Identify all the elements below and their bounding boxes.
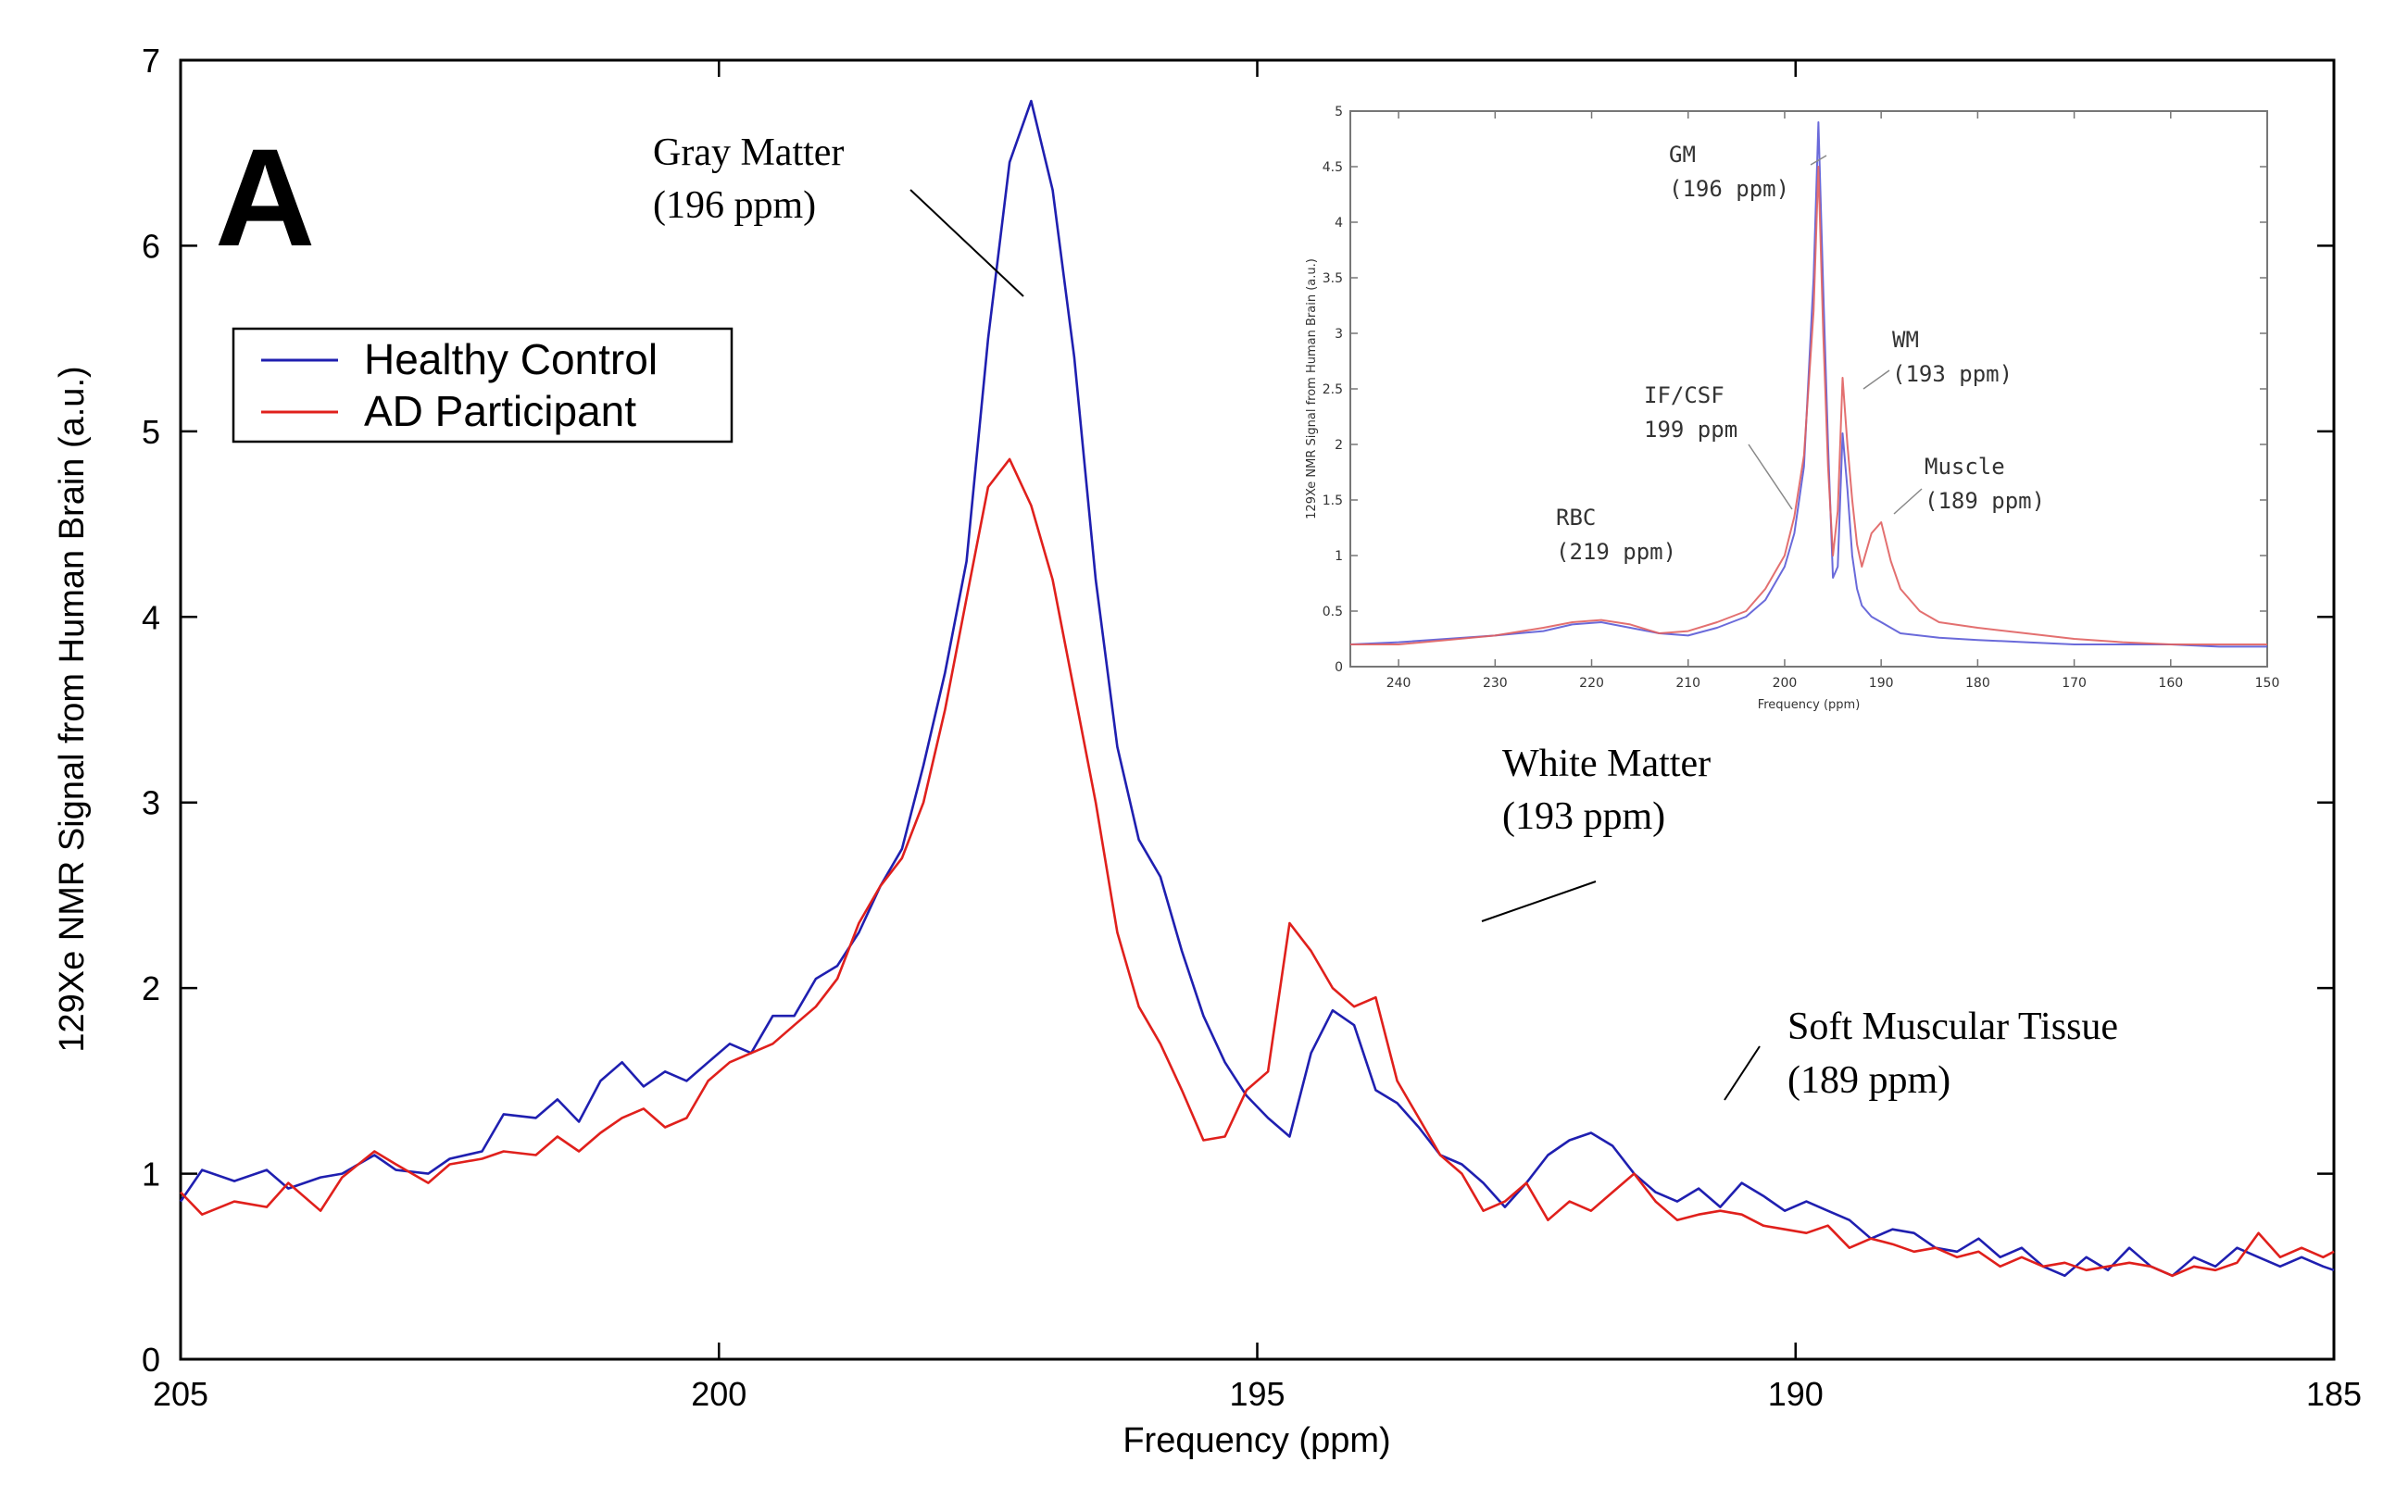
- inset-x-tick-label: 170: [2062, 676, 2087, 691]
- series-line-ad-participant: [180, 457, 2335, 1278]
- inset-y-axis-label: 129Xe NMR Signal from Human Brain (a.u.): [1305, 258, 1319, 519]
- y-tick-label: 0: [142, 1341, 160, 1379]
- x-tick-label: 195: [1229, 1375, 1285, 1413]
- inset-annotation-ifcsf-value: 199 ppm: [1644, 417, 1737, 443]
- x-tick-label: 190: [1768, 1375, 1824, 1413]
- inset-annotation-ifcsf-pointer: [1748, 444, 1793, 510]
- annotation-white-matter-label: White Matter: [1502, 743, 1711, 785]
- x-axis-label: Frequency (ppm): [1122, 1421, 1390, 1460]
- inset-chart: 0 0.5 1 1.5 2 2.5 3 3.5 4 4.5 5 240 230 220 210 200 190 1…: [1305, 105, 2279, 712]
- inset-series-line-ad-participant: [1350, 166, 2267, 645]
- inset-x-axis-label: Frequency (ppm): [1758, 698, 1861, 712]
- inset-annotation-muscle-label: Muscle: [1925, 454, 2005, 480]
- panel-label: A: [215, 119, 315, 275]
- x-tick-label: 200: [691, 1375, 746, 1413]
- inset-y-tick-label: 4.5: [1323, 160, 1343, 175]
- legend-label-ad-participant: AD Participant: [364, 387, 636, 435]
- y-tick-label: 6: [142, 227, 160, 265]
- inset-annotation-muscle-value: (189 ppm): [1925, 488, 2045, 514]
- inset-annotation-rbc-value: (219 ppm): [1556, 539, 1676, 565]
- inset-y-tick-label: 0.5: [1323, 605, 1343, 619]
- y-tick-label: 3: [142, 784, 160, 822]
- inset-axis-ticks: 0 0.5 1 1.5 2 2.5 3 3.5 4 4.5 5 240 230 220 210 200 190 1…: [1323, 105, 2280, 691]
- x-tick-label: 185: [2306, 1375, 2362, 1413]
- series-line-healthy-control: [179, 99, 2335, 1278]
- inset-x-tick-label: 200: [1773, 676, 1798, 691]
- inset-y-tick-label: 4: [1335, 216, 1343, 231]
- y-tick-label: 7: [142, 42, 160, 80]
- inset-x-tick-label: 150: [2255, 676, 2280, 691]
- inset-x-tick-label: 180: [1965, 676, 1990, 691]
- inset-annotation-rbc-label: RBC: [1556, 505, 1596, 531]
- inset-y-tick-label: 1.5: [1323, 494, 1343, 508]
- y-tick-label: 2: [142, 969, 160, 1007]
- y-tick-label: 4: [142, 598, 160, 636]
- y-tick-label: 5: [142, 413, 160, 451]
- annotation-soft-muscular-tissue: Soft Muscular Tissue (189 ppm): [1724, 1006, 2118, 1102]
- annotation-gray-matter: Gray Matter (196 ppm): [653, 131, 1024, 297]
- inset-annotation-wm-value: (193 ppm): [1892, 361, 2013, 387]
- inset-y-tick-label: 3.5: [1323, 271, 1343, 286]
- inset-x-tick-label: 220: [1579, 676, 1604, 691]
- inset-x-tick-label: 240: [1386, 676, 1411, 691]
- legend-label-healthy-control: Healthy Control: [364, 335, 658, 383]
- inset-y-tick-label: 2: [1335, 438, 1343, 453]
- inset-y-tick-label: 1: [1335, 549, 1343, 564]
- inset-annotation-gm-value: (196 ppm): [1669, 176, 1789, 202]
- annotation-gray-matter-pointer: [909, 189, 1024, 297]
- annotation-muscle-value: (189 ppm): [1787, 1059, 1950, 1102]
- inset-x-tick-label: 160: [2158, 676, 2183, 691]
- inset-y-tick-label: 2.5: [1323, 382, 1343, 397]
- inset-annotation-gm-label: GM: [1669, 142, 1696, 168]
- inset-x-tick-label: 230: [1483, 676, 1508, 691]
- legend-box: [232, 327, 734, 444]
- annotation-muscle-pointer: [1724, 1045, 1761, 1101]
- inset-annotation-wm-pointer: [1862, 369, 1890, 390]
- legend: Healthy Control AD Participant: [232, 327, 734, 444]
- main-series-layer: [179, 99, 2335, 1278]
- y-tick-label: 1: [142, 1156, 160, 1193]
- inset-y-tick-label: 0: [1335, 660, 1343, 675]
- annotation-white-matter-value: (193 ppm): [1502, 795, 1665, 838]
- inset-annotation-muscle-pointer: [1893, 488, 1923, 515]
- y-axis-label: 129Xe NMR Signal from Human Brain (a.u.): [53, 366, 92, 1052]
- annotation-gray-matter-label: Gray Matter: [653, 131, 844, 174]
- annotation-white-matter: White Matter (193 ppm): [1481, 743, 1711, 922]
- inset-annotation-wm-label: WM: [1892, 327, 1919, 353]
- annotation-muscle-label: Soft Muscular Tissue: [1787, 1006, 2118, 1048]
- inset-y-tick-label: 3: [1335, 327, 1343, 342]
- inset-x-tick-label: 210: [1675, 676, 1700, 691]
- x-tick-label: 205: [153, 1375, 208, 1413]
- inset-y-tick-label: 5: [1335, 105, 1343, 119]
- annotation-white-matter-pointer: [1481, 881, 1597, 922]
- annotation-gray-matter-value: (196 ppm): [653, 184, 816, 227]
- inset-annotation-ifcsf-label: IF/CSF: [1644, 382, 1724, 408]
- inset-x-tick-label: 190: [1869, 676, 1894, 691]
- inset-series-layer: [1349, 121, 2267, 648]
- inset-annotation-gm-pointer: [1810, 155, 1827, 166]
